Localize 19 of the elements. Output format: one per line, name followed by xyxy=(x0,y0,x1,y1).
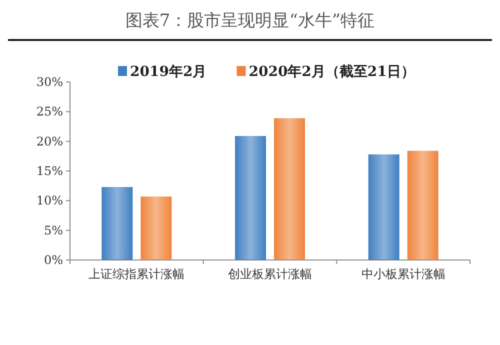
y-tick-label: 25% xyxy=(36,104,63,119)
bar xyxy=(140,196,172,260)
y-tick-label: 0% xyxy=(44,253,63,267)
y-tick-label: 5% xyxy=(44,223,63,238)
bar xyxy=(274,118,305,260)
bar xyxy=(368,154,400,260)
bar xyxy=(235,136,266,260)
y-tick-label: 15% xyxy=(36,164,63,178)
y-tick-label: 20% xyxy=(36,134,63,148)
x-tick-label: 创业板累计涨幅 xyxy=(228,267,312,281)
bar xyxy=(102,187,133,260)
x-tick-label: 中小板累计涨幅 xyxy=(361,267,446,281)
chart-title: 图表7：股市呈现明显“水牛”特征 xyxy=(125,11,375,31)
y-tick-label: 30% xyxy=(36,75,63,89)
legend-label: 2019年2月 xyxy=(130,64,207,80)
legend-label: 2020年2月（截至21日） xyxy=(248,64,415,80)
y-tick-label: 10% xyxy=(36,194,63,208)
x-tick-label: 上证综指累计涨幅 xyxy=(88,267,185,281)
bar xyxy=(407,150,438,260)
